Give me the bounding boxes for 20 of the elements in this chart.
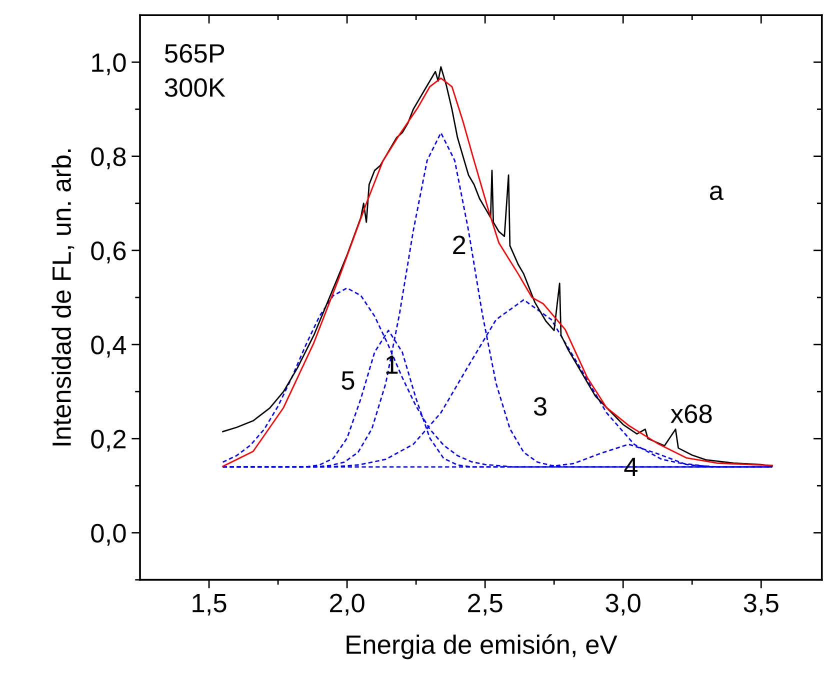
x-tick-label: 3,5 xyxy=(744,594,778,616)
annotation: 2 xyxy=(453,236,466,254)
annotation: 5 xyxy=(342,371,354,390)
x-tick-label: 3,0 xyxy=(606,594,640,616)
x-tick-label: 2,5 xyxy=(468,594,502,616)
annotation: a xyxy=(710,186,724,200)
y-tick-label: 0,0 xyxy=(91,524,126,546)
annotation: 1 xyxy=(386,356,398,374)
x-tick-label: 2,0 xyxy=(330,594,364,616)
annotation: x68 xyxy=(670,404,712,424)
annotation: 3 xyxy=(534,397,546,416)
y-axis-title: Intensidad de FL, un. arb. xyxy=(52,149,74,446)
x-axis-title: Energia de emisión, eV xyxy=(346,634,618,660)
y-tick-label: 0,4 xyxy=(91,336,126,358)
y-tick-label: 0,2 xyxy=(91,430,126,452)
annotation: 565P 300K xyxy=(164,44,226,97)
y-tick-label: 0,6 xyxy=(91,242,126,264)
y-tick-label: 0,8 xyxy=(91,147,126,170)
y-tick-label: 1,0 xyxy=(92,53,126,76)
x-tick-label: 1,5 xyxy=(192,594,226,616)
